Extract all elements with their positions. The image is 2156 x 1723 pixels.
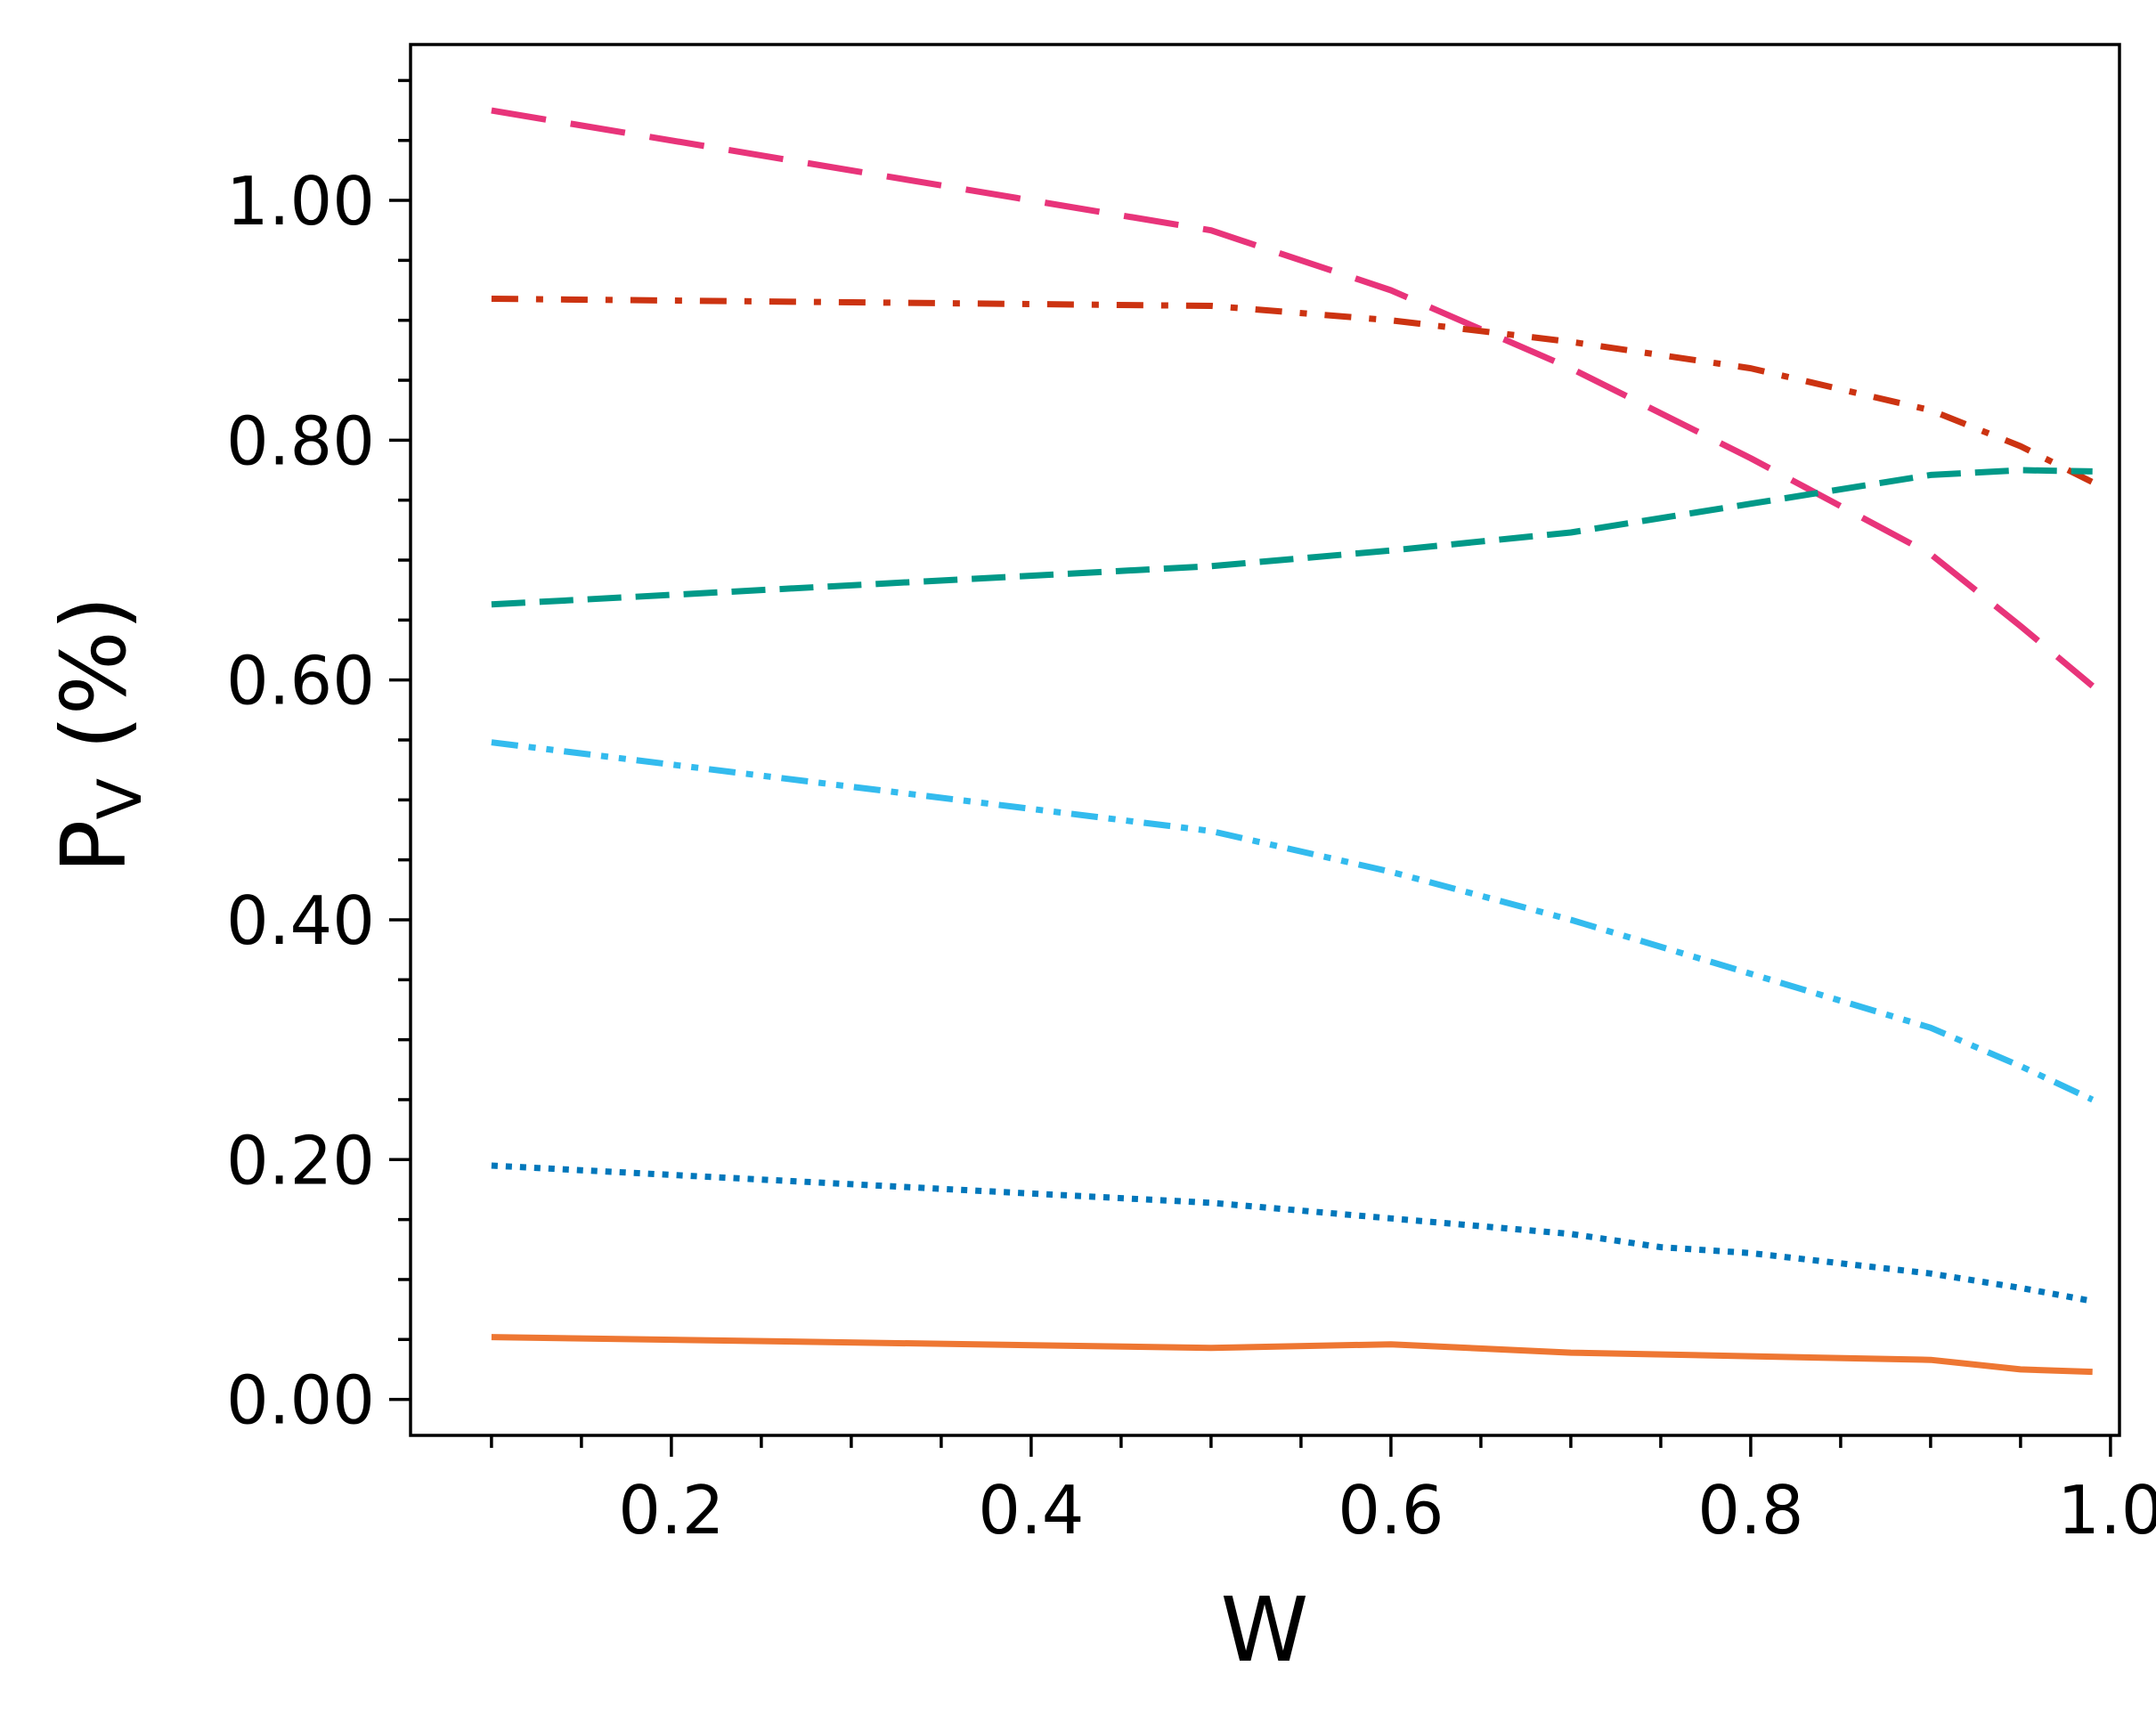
y-tick-label: 0.00 <box>226 1361 375 1440</box>
series-line-dash-dot-red <box>491 296 2095 485</box>
y-axis-label-space <box>42 750 146 778</box>
plot-frame <box>409 43 2121 1437</box>
y-axis-label-main: P <box>42 820 146 874</box>
y-tick-label: 1.00 <box>226 162 375 240</box>
x-axis-label: W <box>1221 1578 1309 1682</box>
x-tick-label: 1.0 <box>2057 1471 2156 1549</box>
y-axis-label-subscript: V <box>85 778 156 820</box>
y-tick-label: 0.20 <box>226 1121 375 1199</box>
y-axis-label: PV (%) <box>42 596 156 874</box>
y-tick-label: 0.60 <box>226 642 375 720</box>
y-tick-label: 0.80 <box>226 402 375 480</box>
y-axis-label-unit: (%) <box>42 596 146 750</box>
x-tick-label: 0.8 <box>1697 1471 1803 1549</box>
plot-lines <box>491 107 2095 1376</box>
x-tick-label: 0.4 <box>978 1471 1084 1549</box>
series-line-solid-orange <box>491 1334 2093 1376</box>
series-line-long-dash-pink <box>491 107 2095 689</box>
series-line-dashed-teal <box>491 467 2093 608</box>
series-line-dash-dot-dot-cyan <box>491 739 2095 1103</box>
series-line-dotted-blue <box>491 1162 2094 1304</box>
x-tick-label: 0.6 <box>1338 1471 1444 1549</box>
y-tick-label: 0.40 <box>226 882 375 960</box>
x-tick-label: 0.2 <box>618 1471 724 1549</box>
axis-ticks: 0.2 0.4 0.6 0.8 1.0 0.00 0.20 0.40 0.60 0.80 1.00 <box>226 78 2156 1549</box>
